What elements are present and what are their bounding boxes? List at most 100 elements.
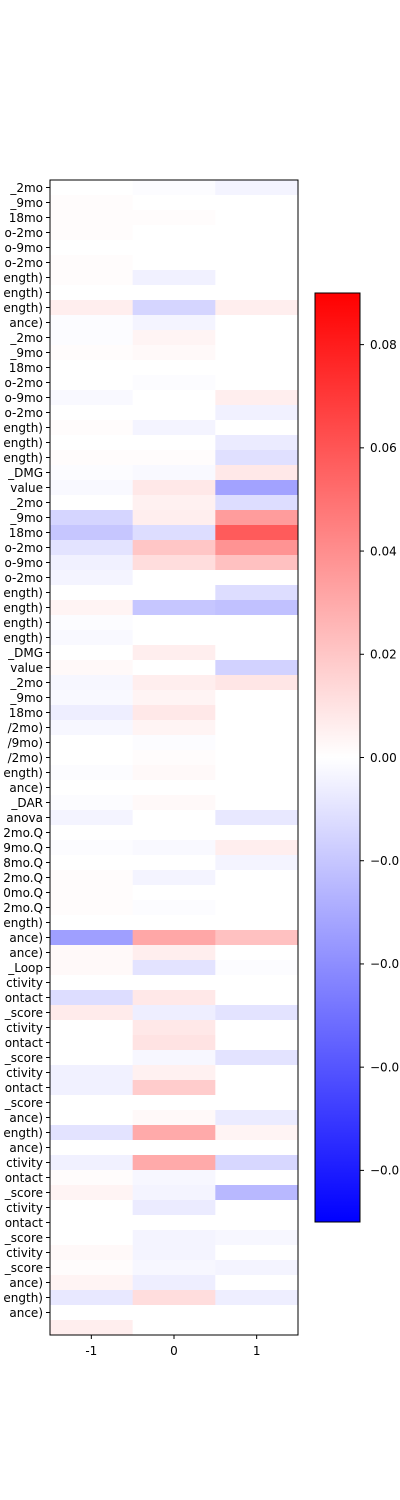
heatmap-cell [50,750,134,766]
y-tick-label: o-2mo [4,541,43,555]
heatmap-cell [132,465,216,481]
heatmap-cell [215,195,299,211]
heatmap-cell [215,990,299,1006]
heatmap-cell [132,990,216,1006]
heatmap-cell [50,450,134,466]
heatmap-cell [50,1080,134,1096]
heatmap-cells [50,180,299,1336]
heatmap-cell [50,1005,134,1021]
heatmap-cell [215,330,299,346]
heatmap-cell [50,825,134,841]
heatmap-cell [132,345,216,361]
heatmap-cell [50,960,134,976]
y-tick-label: ance) [9,1111,43,1125]
heatmap-cell [215,1305,299,1321]
heatmap-cell [215,585,299,601]
x-tick-label: 1 [253,1344,261,1358]
heatmap-cell [215,1005,299,1021]
heatmap-cell [215,795,299,811]
heatmap-cell [132,585,216,601]
heatmap-cell [132,960,216,976]
heatmap-cell [132,330,216,346]
y-tick-label: ength) [3,286,43,300]
heatmap-cell [132,870,216,886]
heatmap-cell [132,600,216,616]
heatmap-cell [50,1305,134,1321]
heatmap-cell [215,750,299,766]
y-tick-label: value [10,481,43,495]
y-tick-label: _score [4,1051,43,1065]
heatmap-cell [215,555,299,571]
heatmap-cell [50,915,134,931]
heatmap-cell [132,975,216,991]
heatmap-cell [50,540,134,556]
y-tick-label: 2mo.Q [3,826,43,840]
heatmap-cell [132,900,216,916]
heatmap-cell [215,300,299,316]
heatmap-cell [132,795,216,811]
heatmap-cell [50,315,134,331]
heatmap-cell [50,870,134,886]
heatmap-cell [215,1095,299,1111]
heatmap-cell [50,495,134,511]
heatmap-cell [215,1155,299,1171]
y-tick-label: o-2mo [4,226,43,240]
heatmap-cell [215,645,299,661]
heatmap-cell [215,375,299,391]
heatmap-cell [132,375,216,391]
heatmap-cell [215,570,299,586]
heatmap-cell [215,1215,299,1231]
heatmap-cell [215,360,299,376]
heatmap-cell [215,720,299,736]
heatmap-cell [215,810,299,826]
y-tick-label: ance) [9,781,43,795]
heatmap-cell [215,630,299,646]
colorbar-tick-label: 0.08 [370,338,397,352]
heatmap-cell [132,255,216,271]
x-axis-ticks: -1 0 1 [85,1335,260,1358]
y-tick-label: o-2mo [4,406,43,420]
y-tick-label: _9mo [9,196,43,210]
y-tick-label: ength) [3,586,43,600]
heatmap-cell [50,1290,134,1306]
heatmap-cell [132,840,216,856]
heatmap-cell [132,1275,216,1291]
y-tick-label: 8mo.Q [3,856,43,870]
y-tick-label: ength) [3,301,43,315]
heatmap-cell [50,1185,134,1201]
heatmap-cell [215,390,299,406]
heatmap-cell [215,615,299,631]
heatmap-cell [132,510,216,526]
heatmap-cell [132,555,216,571]
y-tick-label: ance) [9,1306,43,1320]
heatmap-cell [50,1065,134,1081]
heatmap-cell [50,690,134,706]
heatmap-cell [215,1290,299,1306]
heatmap-cell [215,780,299,796]
heatmap-cell [215,225,299,241]
heatmap-cell [215,240,299,256]
heatmap-cell [50,705,134,721]
y-tick-label: ontact [5,1171,44,1185]
colorbar-tick-label: −0.0 [370,1060,399,1074]
y-tick-label: ength) [3,631,43,645]
colorbar-tick-label: 0.06 [370,441,397,455]
heatmap-cell [215,435,299,451]
heatmap-cell [132,945,216,961]
heatmap-cell [132,675,216,691]
y-tick-label: ontact [5,1081,44,1095]
heatmap-cell [132,180,216,196]
y-tick-label: ance) [9,1276,43,1290]
heatmap-cell [132,435,216,451]
heatmap-cell [215,255,299,271]
heatmap-cell [215,660,299,676]
heatmap-cell [50,615,134,631]
y-tick-label: ength) [3,766,43,780]
y-tick-label: _score [4,1186,43,1200]
colorbar-tick-label: 0.00 [370,751,397,765]
heatmap-cell [50,675,134,691]
heatmap-cell [215,975,299,991]
heatmap-cell [215,960,299,976]
heatmap-cell [50,285,134,301]
heatmap-cell [215,1080,299,1096]
